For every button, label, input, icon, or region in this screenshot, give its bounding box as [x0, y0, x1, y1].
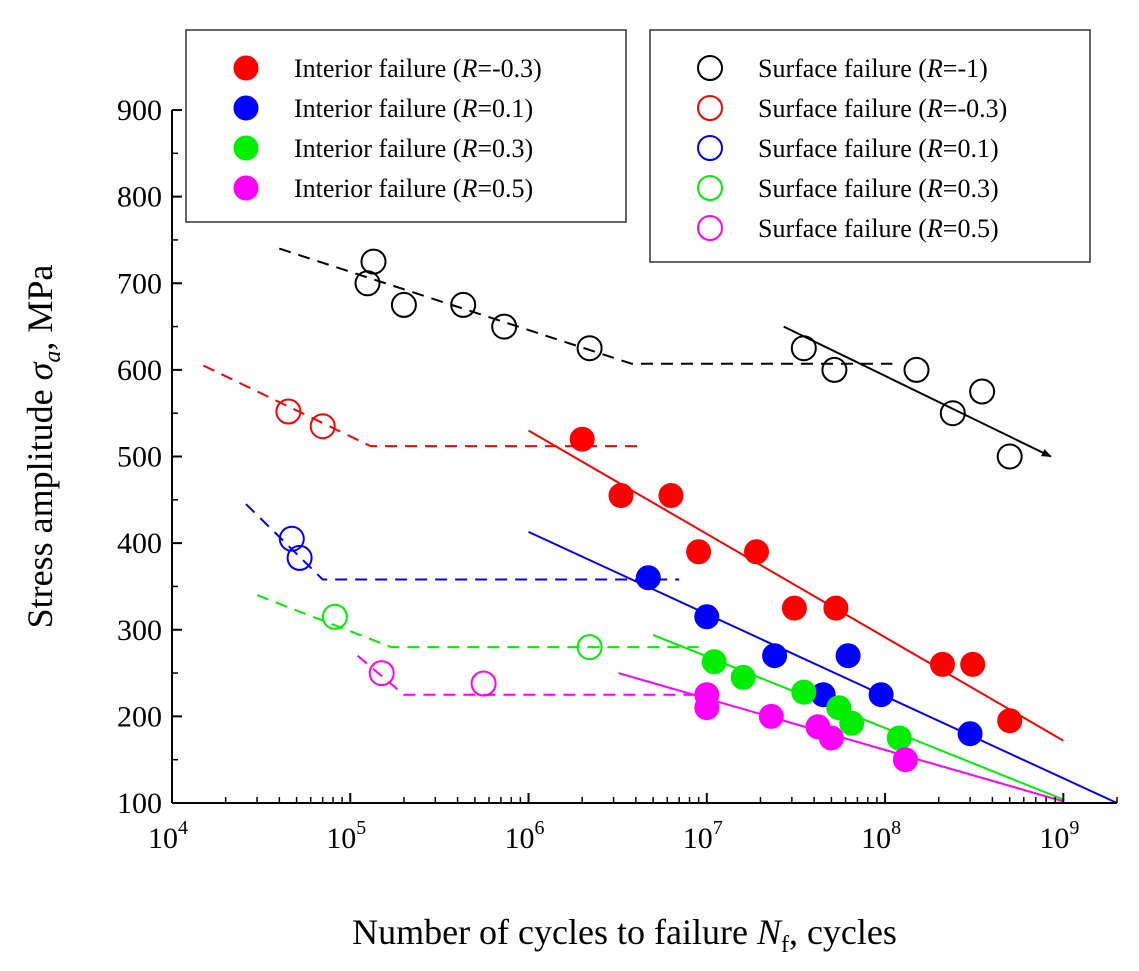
data-point-surf-r-m1-12	[996, 443, 1023, 470]
fit-line-6	[528, 530, 1118, 804]
data-point-surf-r-05-1	[368, 660, 395, 687]
data-point-surf-r-m1-4	[450, 291, 477, 318]
fit-line-3	[202, 364, 642, 448]
data-point-surf-r-m1-2	[354, 270, 381, 297]
legend-box	[185, 29, 627, 223]
legend-marker-surf-r-05	[697, 215, 723, 241]
data-point-int-r-05-2	[694, 695, 720, 721]
data-point-surf-r-m1-11	[969, 378, 996, 405]
y-tick-label-100: 100	[117, 787, 162, 820]
data-point-int-r-03p-5	[839, 710, 865, 736]
data-point-int-r-03p-6	[886, 725, 912, 751]
data-point-surf-r-01-1	[278, 525, 305, 552]
y-tick-label-200: 200	[117, 700, 162, 733]
data-point-surf-r-03-1	[321, 603, 348, 630]
data-point-int-r-03p-1	[701, 649, 727, 675]
x-tick-label-5: 105	[326, 817, 366, 855]
y-tick-label-700: 700	[117, 267, 162, 300]
y-axis-title: Stress amplitude σa, MPa	[20, 265, 66, 629]
data-point-surf-r-03-2	[576, 634, 603, 661]
legend-marker-int-r-05	[233, 175, 259, 201]
data-point-int-r-03-9	[960, 651, 986, 677]
data-point-int-r-01-1	[635, 565, 661, 591]
x-tick-label-6: 106	[505, 817, 545, 855]
y-tick-label-900: 900	[117, 94, 162, 127]
data-point-surf-r-m1-1	[360, 248, 387, 275]
data-point-int-r-03-7	[823, 595, 849, 621]
x-tick-label-9: 109	[1039, 817, 1079, 855]
legend-marker-surf-r-m03	[697, 95, 723, 121]
y-tick-label-300: 300	[117, 614, 162, 647]
x-axis-title: Number of cycles to failure Nf, cycles	[352, 912, 897, 958]
data-point-int-r-03-6	[781, 595, 807, 621]
data-point-int-r-01-7	[957, 721, 983, 747]
data-point-surf-r-m1-9	[903, 356, 930, 383]
data-point-surf-r-m1-6	[576, 335, 603, 362]
legend-marker-surf-r-03	[697, 175, 723, 201]
data-point-int-r-05-3	[758, 703, 784, 729]
y-tick-label-800: 800	[117, 181, 162, 214]
data-point-surf-r-m1-7	[790, 335, 817, 362]
data-point-int-r-05-6	[892, 747, 918, 773]
data-point-int-r-03-2	[608, 483, 634, 508]
legend-marker-surf-r-01	[697, 135, 723, 161]
data-point-int-r-03-4	[686, 539, 712, 565]
data-point-surf-r-05-2	[470, 670, 497, 697]
data-point-int-r-01-6	[868, 682, 894, 708]
data-point-surf-r-m03-2	[309, 413, 336, 440]
legend-top-right: Surface failure (R=-1) Surface failure (R…	[649, 29, 1091, 263]
legend-top-left: Interior failure (R=-0.3) Interior failur…	[185, 29, 627, 223]
legend-label-surf-r-m1: Surface failure (R=-1)	[758, 54, 988, 83]
data-point-surf-r-m1-5	[491, 313, 518, 340]
legend-label-surf-r-01: Surface failure (R=0.1)	[758, 134, 999, 163]
legend-marker-int-r-03p	[233, 135, 259, 161]
data-point-int-r-03-8	[930, 651, 955, 677]
fit-line-4	[527, 429, 1064, 742]
data-point-int-r-01-4	[835, 643, 861, 669]
data-point-surf-r-m03-1	[275, 398, 302, 425]
data-point-int-r-05-5	[818, 725, 844, 751]
fit-line-5	[245, 503, 680, 581]
y-tick-label-500: 500	[117, 441, 162, 474]
data-point-surf-r-m1-3	[390, 291, 417, 318]
axes: 100 200 300 400 500 600 700 800 900 104 105 106 107 1…	[20, 94, 1118, 958]
legend-label-int-r-01: Interior failure (R=0.1)	[294, 94, 533, 123]
data-point-int-r-03-5	[744, 539, 769, 565]
data-point-surf-r-01-2	[286, 544, 313, 571]
x-tick-label-7: 107	[683, 817, 723, 855]
data-point-int-r-03-3	[658, 483, 684, 508]
legends: Interior failure (R=-0.3) Interior failur…	[185, 29, 1091, 263]
legend-marker-int-r-01	[233, 95, 259, 121]
data-point-int-r-01-2	[694, 604, 720, 630]
x-tick-label-4: 104	[148, 817, 188, 855]
legend-label-surf-r-05: Surface failure (R=0.5)	[758, 214, 999, 243]
data-point-int-r-03p-3	[791, 679, 817, 705]
fit-lines	[202, 247, 1118, 804]
legend-label-int-r-03p: Interior failure (R=0.3)	[294, 134, 533, 163]
legend-marker-surf-r-m1	[697, 55, 723, 81]
fit-line-9	[356, 654, 707, 696]
legend-label-int-r-05: Interior failure (R=0.5)	[294, 174, 533, 203]
legend-marker-int-r-03	[233, 55, 259, 81]
data-point-int-r-03p-2	[730, 664, 756, 690]
data-point-surf-r-m1-10	[939, 400, 966, 427]
data-points	[275, 248, 1023, 773]
data-point-int-r-01-3	[762, 643, 788, 669]
data-point-surf-r-m1-8	[821, 356, 848, 383]
legend-label-surf-r-03: Surface failure (R=0.3)	[758, 174, 999, 203]
data-point-int-r-03-1	[569, 426, 595, 452]
fit-line-1	[278, 247, 893, 365]
legend-label-int-r-03: Interior failure (R=-0.3)	[294, 54, 542, 83]
fit-line-2	[783, 325, 1052, 458]
fit-line-7	[256, 594, 699, 649]
legend-box	[649, 29, 1091, 263]
data-point-int-r-03-10	[997, 708, 1023, 734]
legend-label-surf-r-m03: Surface failure (R=-0.3)	[758, 94, 1007, 123]
y-tick-label-400: 400	[117, 527, 162, 560]
y-tick-label-600: 600	[117, 354, 162, 387]
x-tick-label-8: 108	[861, 817, 901, 855]
